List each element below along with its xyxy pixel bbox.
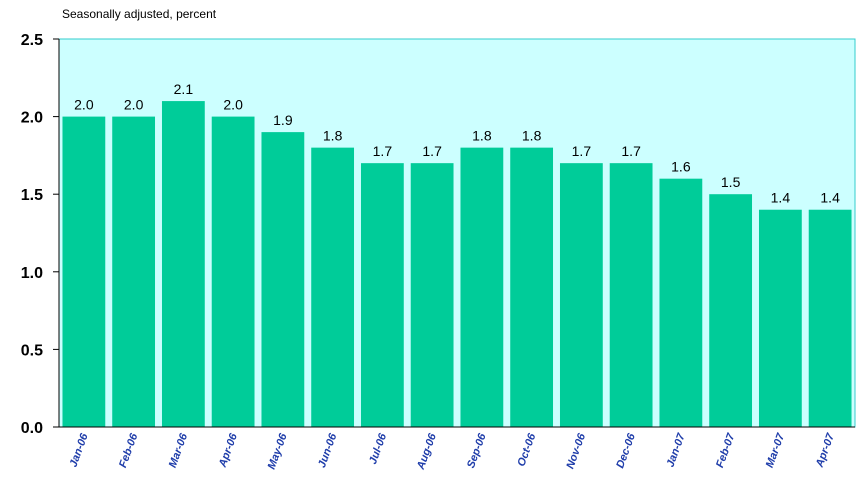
x-tick-label-Jul-06: Jul-06 <box>367 431 389 466</box>
bar-Apr-06 <box>211 116 255 427</box>
x-tick-label-Mar-07: Mar-07 <box>764 431 788 469</box>
data-labels-group: 2.0 2.0 2.1 2.0 1.9 1.8 1.7 1.7 1.8 1.8 1.7 1.7 1.6 1… <box>74 81 840 206</box>
data-label-Mar-06: 2.1 <box>174 81 194 97</box>
y-tick-label-0.0: 0.0 <box>21 420 43 437</box>
bar-Jul-06 <box>360 163 404 427</box>
data-label-Feb-07: 1.5 <box>721 174 741 190</box>
bar-Apr-07 <box>808 209 852 427</box>
x-tick-label-Jan-07: Jan-07 <box>664 431 687 469</box>
data-label-Aug-06: 1.7 <box>422 143 442 159</box>
y-tick-label-2.0: 2.0 <box>21 110 43 127</box>
data-label-Jun-06: 1.8 <box>323 128 343 144</box>
bar-Sep-06 <box>460 147 504 427</box>
bar-Dec-06 <box>609 163 653 427</box>
x-axis: Jan-06 Feb-06 Mar-06 Apr-06 May-06 Jun-06 Jul-… <box>59 426 855 472</box>
x-tick-label-Dec-06: Dec-06 <box>614 431 638 470</box>
x-tick-label-Sep-06: Sep-06 <box>465 431 489 470</box>
bar-Oct-06 <box>510 147 554 427</box>
y-tick-label-2.5: 2.5 <box>21 32 43 49</box>
x-tick-label-Jun-06: Jun-06 <box>316 431 340 469</box>
bars-group <box>62 101 852 427</box>
data-label-Jan-06: 2.0 <box>74 97 94 113</box>
data-label-Feb-06: 2.0 <box>124 97 144 113</box>
data-label-Apr-06: 2.0 <box>223 97 243 113</box>
bar-Mar-06 <box>161 101 205 427</box>
x-tick-label-May-06: May-06 <box>266 431 290 471</box>
data-label-Sep-06: 1.8 <box>472 128 492 144</box>
y-tick-label-1.0: 1.0 <box>21 265 43 282</box>
bar-Aug-06 <box>410 163 454 427</box>
x-tick-label-Aug-06: Aug-06 <box>415 431 440 472</box>
y-tick-label-0.5: 0.5 <box>21 342 43 359</box>
chart-subtitle: Seasonally adjusted, percent <box>62 7 217 21</box>
data-label-Oct-06: 1.8 <box>522 128 542 144</box>
x-tick-label-Feb-07: Feb-07 <box>714 431 738 469</box>
data-label-May-06: 1.9 <box>273 112 293 128</box>
data-label-Mar-07: 1.4 <box>771 190 791 206</box>
y-tick-label-1.5: 1.5 <box>21 187 43 204</box>
data-label-Dec-06: 1.7 <box>621 143 641 159</box>
bar-Nov-06 <box>559 163 603 427</box>
x-tick-label-Oct-06: Oct-06 <box>515 431 538 468</box>
data-label-Nov-06: 1.7 <box>572 143 592 159</box>
x-tick-label-Apr-07: Apr-07 <box>813 431 837 470</box>
bar-Feb-06 <box>112 116 156 427</box>
bar-Jun-06 <box>311 147 355 427</box>
data-label-Jan-07: 1.6 <box>671 159 691 175</box>
y-axis: 0.0 0.5 1.0 1.5 2.0 2.5 <box>21 32 60 437</box>
bar-Feb-07 <box>709 194 753 427</box>
bar-Jan-06 <box>62 116 106 427</box>
data-label-Jul-06: 1.7 <box>373 143 393 159</box>
x-tick-label-Feb-06: Feb-06 <box>117 431 141 469</box>
data-label-Apr-07: 1.4 <box>820 190 840 206</box>
x-tick-label-Apr-06: Apr-06 <box>216 431 240 470</box>
x-tick-label-Mar-06: Mar-06 <box>167 431 191 469</box>
bar-Jan-07 <box>659 178 703 427</box>
bar-Mar-07 <box>758 209 802 427</box>
bar-May-06 <box>261 132 305 427</box>
x-tick-label-Jan-06: Jan-06 <box>67 431 90 469</box>
x-tick-label-Nov-06: Nov-06 <box>564 431 588 470</box>
